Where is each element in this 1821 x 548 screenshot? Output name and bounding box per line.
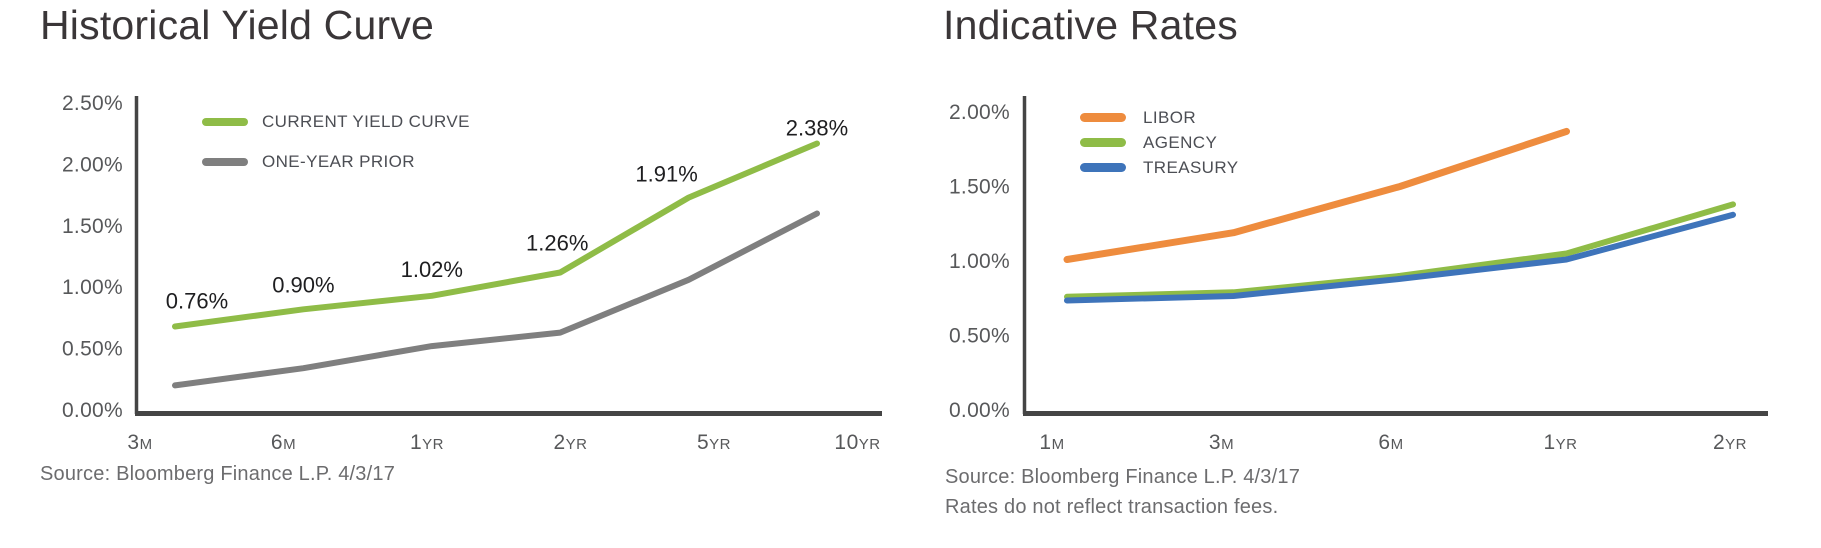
x-tick-label: 1M [1039, 431, 1064, 454]
legend-label: LIBOR [1143, 107, 1197, 127]
legend-swatch-agency [1080, 138, 1126, 147]
y-tick-label: 1.00% [62, 276, 123, 299]
x-tick-label: 1YR [410, 431, 444, 454]
legend-label: TREASURY [1143, 157, 1239, 177]
x-tick-label: 6M [271, 431, 296, 454]
legend-label: ONE-YEAR PRIOR [262, 151, 415, 171]
series-line-libor [1063, 127, 1570, 263]
legend-swatch-treasury [1080, 163, 1126, 172]
source-note-left: Source: Bloomberg Finance L.P. 4/3/17 [40, 463, 396, 485]
data-label: 1.02% [401, 257, 463, 282]
data-label: 2.38% [786, 116, 848, 141]
legend-swatch-one-year-prior [202, 157, 248, 166]
legend-indicative-rates: LIBOR AGENCY TREASURY [1080, 108, 1238, 177]
series-line-agency [1064, 201, 1736, 300]
y-tick-label: 0.50% [62, 338, 123, 361]
series-line-treasury [1064, 211, 1736, 304]
legend-label: AGENCY [1143, 132, 1218, 152]
y-tick-label: 1.00% [949, 250, 1010, 273]
y-tick-label: 2.00% [62, 153, 123, 176]
legend-item-one-year-prior: ONE-YEAR PRIOR [202, 152, 470, 171]
data-label: 0.90% [272, 272, 334, 297]
y-tick-label: 2.50% [62, 92, 123, 115]
legend-swatch-libor [1080, 113, 1126, 122]
legend-historical-yield-curve: CURRENT YIELD CURVE ONE-YEAR PRIOR [202, 112, 470, 171]
chart-title-indicative-rates: Indicative Rates [943, 2, 1238, 48]
y-tick-label: 1.50% [62, 215, 123, 238]
x-tick-label: 3M [1209, 431, 1234, 454]
legend-item-current-yield-curve: CURRENT YIELD CURVE [202, 112, 470, 131]
y-tick-label: 0.00% [949, 399, 1010, 422]
y-tick-label: 0.50% [949, 325, 1010, 348]
footnote-right: Rates do not reflect transaction fees. [945, 496, 1279, 518]
data-label: 1.91% [635, 162, 697, 187]
data-label: 1.26% [526, 230, 588, 255]
y-tick-label: 2.00% [949, 101, 1010, 124]
source-note-right: Source: Bloomberg Finance L.P. 4/3/17 [945, 466, 1301, 488]
x-tick-label: 3M [127, 431, 152, 454]
series-line-one-year-prior [172, 210, 820, 389]
series-line-current-yield-curve [172, 140, 820, 330]
legend-item-agency: AGENCY [1080, 133, 1238, 152]
chart-title-historical-yield-curve: Historical Yield Curve [40, 2, 435, 48]
legend-swatch-current-yield-curve [202, 117, 248, 126]
x-tick-label: 2YR [1713, 431, 1747, 454]
x-tick-label: 5YR [697, 431, 731, 454]
legend-item-treasury: TREASURY [1080, 158, 1238, 177]
x-tick-label: 6M [1378, 431, 1403, 454]
legend-item-libor: LIBOR [1080, 108, 1238, 127]
y-tick-label: 0.00% [62, 399, 123, 422]
x-tick-label: 10YR [834, 431, 880, 454]
x-tick-label: 1YR [1543, 431, 1577, 454]
data-label: 0.76% [166, 288, 228, 313]
legend-label: CURRENT YIELD CURVE [262, 111, 470, 131]
y-tick-label: 1.50% [949, 176, 1010, 199]
x-tick-label: 2YR [553, 431, 587, 454]
